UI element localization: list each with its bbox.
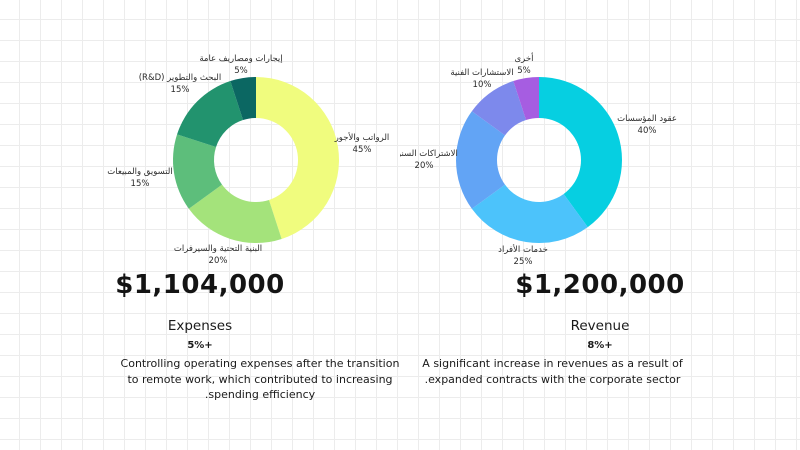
expenses-change: +5% [187,340,213,351]
slice-percent-label: 20% [209,256,228,266]
slice-percent-label: 10% [473,80,492,90]
expenses-donut-chart: الرواتب والأجور 45% البنية التحتية والسيرف… [107,54,390,266]
expenses-description: Controlling operating expenses after the… [120,357,400,401]
donut-slice [513,77,539,121]
slice-label: خدمات الأفراد [498,244,548,255]
donut-slice [230,77,256,121]
donut-slice [188,184,282,244]
slice-percent-label: 15% [171,85,190,95]
donut-slice [471,184,588,243]
revenue-change: +8% [587,340,613,351]
expenses-card: الرواتب والأجور 45% البنية التحتية والسيرف… [107,54,399,401]
slice-percent-label: 40% [638,126,657,136]
slice-percent-label: 45% [353,145,372,155]
slice-label: عقود المؤسسات [617,114,677,124]
donut-slice [471,81,527,136]
donut-slice [456,111,506,209]
donut-slice [177,81,244,148]
revenue-title: Revenue [570,318,630,334]
slice-percent-label: 20% [415,161,434,171]
slice-label: الاستشارات الفنية [450,68,513,78]
revenue-description: A significant increase in revenues as a … [422,357,683,386]
slice-label: إيجارات ومصاريف عامة [199,54,282,64]
donut-slice [173,134,223,209]
slice-label: التسويق والمبيعات [107,167,172,177]
slice-percent-label: 15% [131,179,150,189]
expenses-title: Expenses [167,318,233,334]
slice-label: الاشتراكات السنوية [400,149,458,159]
slice-label: الرواتب والأجور [334,132,390,143]
slice-percent-label: 5% [234,66,248,76]
donut-slice [539,77,622,228]
donut-slice [256,77,340,239]
slice-percent-label: 5% [517,66,531,76]
revenue-card: عقود المؤسسات 40% خدمات الأفراد 25% الاشتراك… [400,0,800,450]
revenue-donut-chart: عقود المؤسسات 40% خدمات الأفراد 25% الاشتراك… [400,52,677,267]
slice-percent-label: 25% [514,257,533,267]
slice-label: البنية التحتية والسيرفرات [174,244,262,254]
slice-label: أخرى [515,52,534,64]
expenses-total: $1,104,000 [115,270,285,300]
revenue-total: $1,200,000 [515,270,685,300]
slice-label: البحث والتطوير (R&D) [139,73,222,83]
